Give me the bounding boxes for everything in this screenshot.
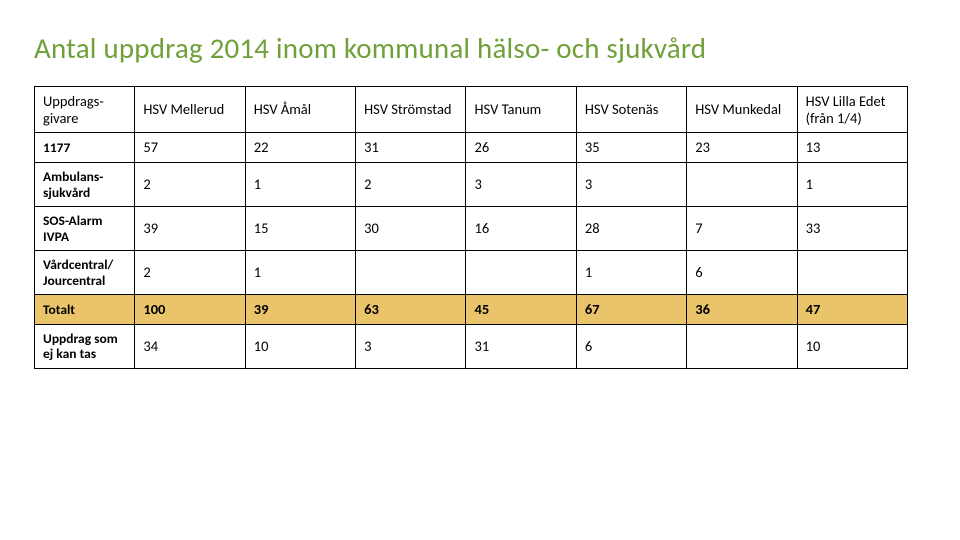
- cell: 28: [576, 207, 686, 251]
- cell: 1: [245, 251, 355, 295]
- cell: 3: [576, 163, 686, 207]
- column-header: HSV Strömstad: [356, 87, 466, 133]
- row-label: Uppdrag som ej kan tas: [35, 324, 135, 368]
- cell: 67: [576, 295, 686, 325]
- row-label: Vårdcentral/ Jourcentral: [35, 251, 135, 295]
- cell: 33: [797, 207, 907, 251]
- column-header: HSV Lilla Edet (från 1/4): [797, 87, 907, 133]
- cell: 16: [466, 207, 576, 251]
- cell: 39: [135, 207, 245, 251]
- cell: 10: [797, 324, 907, 368]
- cell: 26: [466, 133, 576, 163]
- cell: 2: [135, 163, 245, 207]
- cell: 45: [466, 295, 576, 325]
- cell: 2: [356, 163, 466, 207]
- column-header: HSV Munkedal: [687, 87, 797, 133]
- row-label: SOS-Alarm IVPA: [35, 207, 135, 251]
- cell: 10: [245, 324, 355, 368]
- cell: 36: [687, 295, 797, 325]
- cell: 3: [356, 324, 466, 368]
- page-title: Antal uppdrag 2014 inom kommunal hälso- …: [34, 30, 926, 66]
- cell: [687, 163, 797, 207]
- cell: 3: [466, 163, 576, 207]
- cell: 57: [135, 133, 245, 163]
- cell: 6: [576, 324, 686, 368]
- column-header: HSV Åmål: [245, 87, 355, 133]
- cell: 23: [687, 133, 797, 163]
- cell: 2: [135, 251, 245, 295]
- table-row: Ambulans-sjukvård 2 1 2 3 3 1: [35, 163, 908, 207]
- cell: 6: [687, 251, 797, 295]
- cell: [466, 251, 576, 295]
- cell: 34: [135, 324, 245, 368]
- cell: 100: [135, 295, 245, 325]
- table-row: Uppdrag som ej kan tas 34 10 3 31 6 10: [35, 324, 908, 368]
- header-label: Uppdrags-givare: [35, 87, 135, 133]
- cell: [687, 324, 797, 368]
- cell: 31: [466, 324, 576, 368]
- table-row-total: Totalt 100 39 63 45 67 36 47: [35, 295, 908, 325]
- cell: 7: [687, 207, 797, 251]
- table-row: Vårdcentral/ Jourcentral 2 1 1 6: [35, 251, 908, 295]
- column-header: HSV Tanum: [466, 87, 576, 133]
- cell: 22: [245, 133, 355, 163]
- row-label: Totalt: [35, 295, 135, 325]
- table-row: 1177 57 22 31 26 35 23 13: [35, 133, 908, 163]
- cell: 1: [576, 251, 686, 295]
- cell: 35: [576, 133, 686, 163]
- slide: Antal uppdrag 2014 inom kommunal hälso- …: [0, 0, 960, 540]
- data-table: Uppdrags-givare HSV Mellerud HSV Åmål HS…: [34, 86, 908, 369]
- cell: 63: [356, 295, 466, 325]
- cell: [797, 251, 907, 295]
- row-label: Ambulans-sjukvård: [35, 163, 135, 207]
- cell: 1: [797, 163, 907, 207]
- cell: [356, 251, 466, 295]
- cell: 31: [356, 133, 466, 163]
- cell: 1: [245, 163, 355, 207]
- table-header-row: Uppdrags-givare HSV Mellerud HSV Åmål HS…: [35, 87, 908, 133]
- row-label: 1177: [35, 133, 135, 163]
- cell: 39: [245, 295, 355, 325]
- cell: 15: [245, 207, 355, 251]
- table-row: SOS-Alarm IVPA 39 15 30 16 28 7 33: [35, 207, 908, 251]
- column-header: HSV Sotenäs: [576, 87, 686, 133]
- cell: 47: [797, 295, 907, 325]
- cell: 30: [356, 207, 466, 251]
- column-header: HSV Mellerud: [135, 87, 245, 133]
- cell: 13: [797, 133, 907, 163]
